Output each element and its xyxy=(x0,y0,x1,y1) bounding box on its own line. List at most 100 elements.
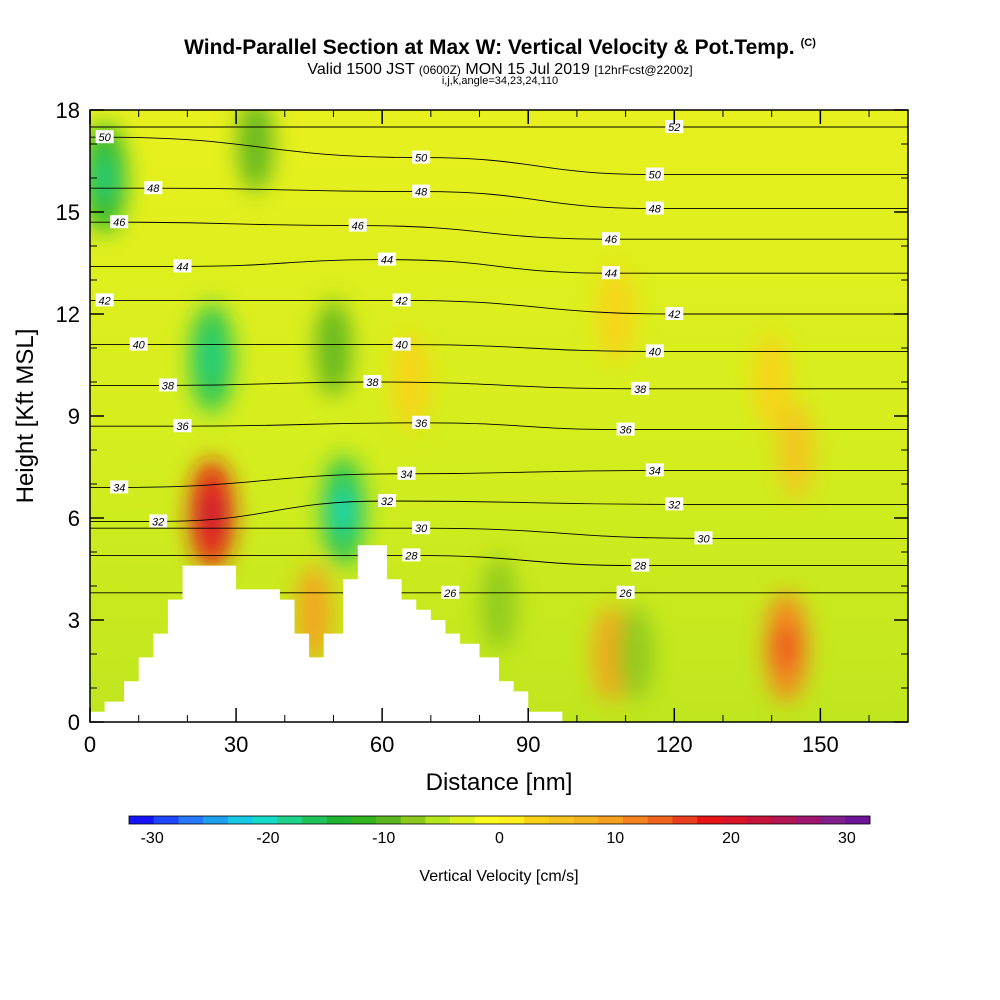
theta-label: 48 xyxy=(649,204,662,216)
terrain-mask xyxy=(90,545,563,722)
colorbar-swatch xyxy=(721,816,747,824)
valid-utc: (0600Z) xyxy=(418,63,461,77)
theta-label-bg xyxy=(631,558,650,572)
theta-label-bg xyxy=(412,184,431,198)
theta-label: 50 xyxy=(415,153,428,165)
theta-label-bg xyxy=(694,531,713,545)
theta-label-bg xyxy=(412,521,431,535)
theta-label-bg xyxy=(392,293,411,307)
valid-time: Valid 1500 JST xyxy=(307,61,419,78)
theta-label: 32 xyxy=(668,499,680,511)
x-tick-label: 30 xyxy=(224,732,248,757)
y-tick-label: 3 xyxy=(68,608,80,633)
colorbar-swatch xyxy=(499,816,525,824)
w-feature xyxy=(315,300,352,396)
colorbar-label: -20 xyxy=(256,830,279,847)
theta-label: 48 xyxy=(415,187,428,199)
colorbar-swatch xyxy=(277,816,303,824)
theta-label-bg xyxy=(158,378,177,392)
colorbar-swatch xyxy=(820,816,846,824)
theta-label-bg xyxy=(441,585,460,599)
theta-label: 34 xyxy=(113,482,125,494)
colorbar-swatch xyxy=(178,816,204,824)
theta-label-bg xyxy=(645,463,664,477)
theta-label: 30 xyxy=(415,523,428,535)
colorbar-swatch xyxy=(697,816,723,824)
theta-label: 52 xyxy=(668,122,680,134)
plot-area: 50 48 46 44 42 40 38 36 34 32 50 48 46 44 42 40 38 36 34 32… xyxy=(90,110,908,722)
colorbar-label: 30 xyxy=(838,830,856,847)
w-feature xyxy=(597,266,634,362)
colorbar-label: 0 xyxy=(495,830,504,847)
theta-label-bg xyxy=(378,494,397,507)
theta-label-bg xyxy=(363,375,382,388)
colorbar-swatch xyxy=(771,816,797,824)
theta-label-bg xyxy=(173,419,192,433)
w-feature-core xyxy=(333,489,354,534)
theta-label: 42 xyxy=(668,309,680,321)
theta-label-bg xyxy=(397,466,416,480)
theta-label-bg xyxy=(149,514,168,528)
theta-label: 40 xyxy=(133,340,146,352)
colorbar-swatch xyxy=(129,816,154,824)
theta-label-bg xyxy=(616,422,635,436)
colorbar-swatch xyxy=(227,816,253,824)
colorbar-swatch xyxy=(795,816,821,824)
w-feature-core xyxy=(94,156,115,200)
theta-label-bg xyxy=(412,150,431,164)
colorbar-swatch xyxy=(301,816,327,824)
colorbar-swatch xyxy=(326,816,352,824)
theta-label: 32 xyxy=(381,496,393,508)
theta-label: 34 xyxy=(649,465,661,477)
copyright-mark: (C) xyxy=(800,37,816,49)
x-tick-label: 60 xyxy=(370,732,394,757)
theta-label: 36 xyxy=(619,425,632,437)
theta-label: 26 xyxy=(443,588,457,600)
chart-title-text: Wind-Parallel Section at Max W: Vertical… xyxy=(184,36,795,59)
colorbar-label: 20 xyxy=(722,830,740,847)
theta-contour xyxy=(90,554,908,567)
w-feature xyxy=(753,334,790,430)
forecast-info: [12hrFcst@2200z] xyxy=(594,63,693,77)
colorbar-swatch xyxy=(647,816,673,824)
theta-label-bg xyxy=(665,307,684,320)
theta-label: 30 xyxy=(697,533,710,545)
theta-label-bg xyxy=(95,130,114,144)
theta-label-bg xyxy=(173,259,192,273)
theta-label: 44 xyxy=(176,261,188,273)
colorbar-swatch xyxy=(474,816,500,824)
theta-label-bg xyxy=(665,120,684,133)
theta-label-bg xyxy=(601,232,620,246)
y-tick-label: 15 xyxy=(56,200,80,225)
colorbar-title: Vertical Velocity [cm/s] xyxy=(419,868,578,885)
theta-label: 36 xyxy=(415,418,428,430)
colorbar-swatch xyxy=(746,816,772,824)
w-feature xyxy=(617,606,654,702)
colorbar-swatch xyxy=(252,816,278,824)
theta-label-bg xyxy=(616,585,635,599)
theta-label: 36 xyxy=(176,421,189,433)
colorbar-label: -30 xyxy=(141,830,164,847)
velocity-field xyxy=(90,110,815,703)
theta-labels: 50 48 46 44 42 40 38 36 34 32 50 48 46 44 42 40 38 36 34 32… xyxy=(95,120,713,600)
theta-label: 28 xyxy=(633,561,647,573)
colorbar-swatch xyxy=(623,816,648,824)
x-tick-label: 0 xyxy=(84,732,96,757)
y-tick-label: 9 xyxy=(68,404,80,429)
theta-label: 44 xyxy=(605,268,617,280)
theta-label: 26 xyxy=(618,588,632,600)
theta-label: 46 xyxy=(605,234,618,246)
y-tick-label: 12 xyxy=(56,302,80,327)
colorbar-label: -10 xyxy=(372,830,395,847)
theta-label: 28 xyxy=(404,550,418,562)
chart-subtitle: Valid 1500 JST (0600Z) MON 15 Jul 2019 [… xyxy=(0,61,1000,79)
chart-title: Wind-Parallel Section at Max W: Vertical… xyxy=(0,36,1000,60)
colorbar-swatch xyxy=(672,816,698,824)
theta-label: 50 xyxy=(649,170,662,182)
colorbar-frame xyxy=(128,815,871,825)
theta-label: 32 xyxy=(152,516,164,528)
w-feature-core xyxy=(776,625,797,670)
colorbar-swatch xyxy=(400,816,426,824)
theta-label: 38 xyxy=(366,377,379,389)
theta-label-bg xyxy=(402,548,421,562)
